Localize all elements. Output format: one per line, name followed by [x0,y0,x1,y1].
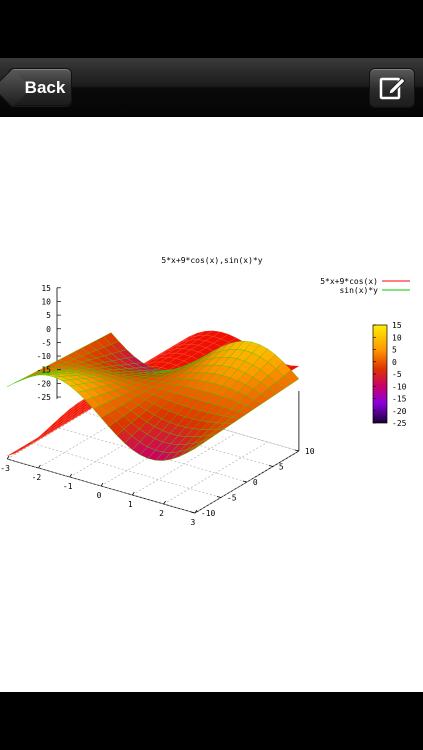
y-tick [242,480,247,483]
surface-cell-series-2 [283,369,300,385]
grid-line-x [163,441,268,505]
y-tick [216,496,221,498]
surface-cell-series-1 [37,428,54,440]
z-tick-label: 0 [46,325,51,334]
colorbar-tick-label: 0 [392,358,397,367]
y-tick-label: 0 [253,478,258,487]
x-tick [6,455,10,460]
back-button[interactable]: Back [0,68,72,108]
y-tick-label: 5 [279,463,284,472]
z-tick-label: 5 [46,311,51,320]
y-tick [294,449,299,452]
chart-title: 5*x+9*cos(x),sin(x)*y [161,256,262,265]
x-tick [163,500,166,505]
grid-line-y [33,443,221,498]
x-tick-label: 1 [128,500,133,509]
bottom-bar [0,692,423,750]
surface-plot: 5*x+9*cos(x),sin(x)*y 5*x+9*cos(x) sin(x… [0,256,410,527]
x-tick [100,482,104,487]
colorbar-tick-label: -15 [392,395,407,404]
z-tick-label: -5 [41,338,51,347]
z-tick-label: -25 [37,393,52,402]
z-tick-label: 10 [41,297,51,306]
grid-line-x [132,432,237,496]
colorbar-tick-label: -20 [392,407,407,416]
x-tick [69,473,72,478]
colorbar-tick-label: 5 [392,346,397,355]
legend-label-series-2: sin(x)*y [339,286,378,295]
back-button-label: Back [24,78,66,97]
compose-icon [379,77,406,100]
colorbar-tick-label: -25 [392,419,407,428]
surface-cell-series-1 [14,444,30,452]
legend-label-series-1: 5*x+9*cos(x) [320,277,378,286]
colorbar-ticks: 15 10 5 0 -5 -10 -15 -20 -25 [373,321,407,428]
colorbar-tick-label: 15 [392,321,402,330]
z-tick-label: -15 [37,366,52,375]
y-tick-label: 10 [305,447,315,456]
surface-cell-series-1 [7,448,23,457]
x-tick-label: -1 [63,482,73,491]
y-tick [190,511,195,514]
x-tick-label: 3 [190,518,195,527]
x-tick [38,464,41,469]
x-tick [132,491,135,496]
y-tick [268,465,273,467]
x-tick [194,509,198,514]
z-tick-label: -10 [37,352,52,361]
x-tick-label: -3 [0,464,10,473]
legend: 5*x+9*cos(x) sin(x)*y [320,277,410,295]
colorbar-tick-label: -10 [392,382,407,391]
colorbar-tick-label: -5 [392,370,402,379]
x-tick-label: -2 [32,473,42,482]
navigation-bar: Back [0,58,423,117]
y-tick-label: -5 [227,494,237,503]
z-tick-label: -20 [37,379,52,388]
y-tick-label: -10 [201,509,216,518]
compose-button[interactable] [369,68,415,108]
status-bar [0,0,423,58]
surface-series-2 [7,332,300,461]
z-tick-label: 15 [41,284,51,293]
surface-cell-series-1 [30,432,46,444]
x-tick-label: 2 [159,509,164,518]
colorbar: 15 10 5 0 -5 -10 -15 -20 -25 [372,321,407,428]
x-tick-label: 0 [97,491,102,500]
plot-area: 5*x+9*cos(x),sin(x)*y 5*x+9*cos(x) sin(x… [0,117,423,692]
colorbar-tick-label: 10 [392,333,402,342]
